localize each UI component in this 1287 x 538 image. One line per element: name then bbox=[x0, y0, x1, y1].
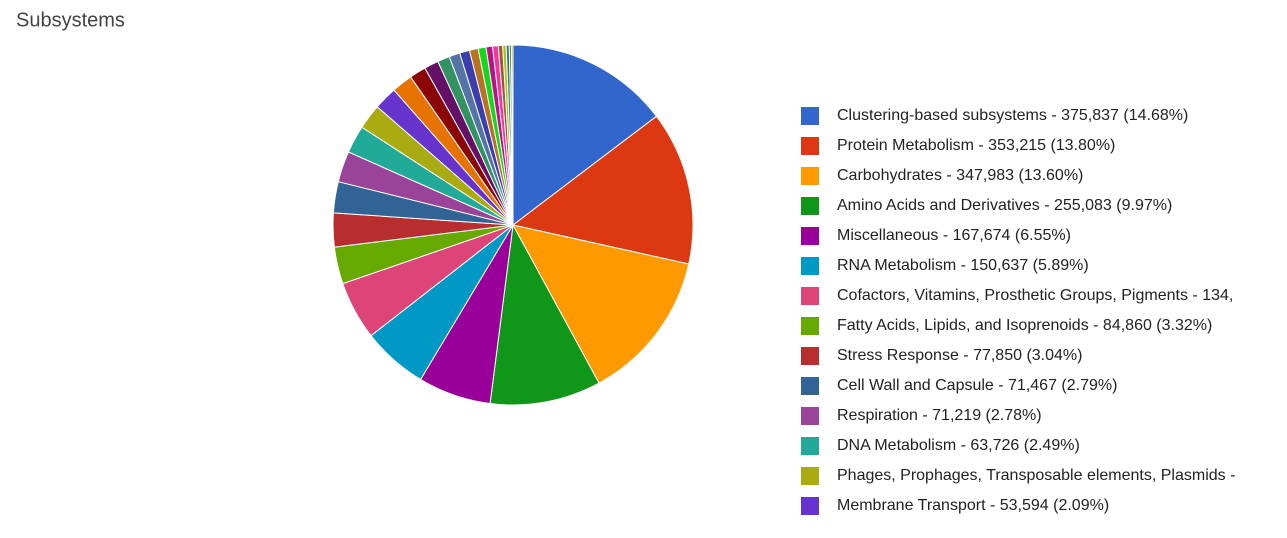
legend-separator: - bbox=[956, 437, 970, 454]
legend-label: Miscellaneous bbox=[837, 227, 938, 244]
legend-separator: - bbox=[994, 377, 1008, 394]
legend-separator: - bbox=[918, 407, 932, 424]
pie-slice bbox=[512, 44, 658, 227]
legend-value: 347,983 (13.60%) bbox=[956, 167, 1083, 184]
legend-label: Cell Wall and Capsule bbox=[837, 377, 994, 394]
legend-entry: Miscellaneous - 167,674 (6.55%) bbox=[837, 227, 1071, 244]
legend-separator: - bbox=[938, 227, 952, 244]
legend-separator: - bbox=[974, 137, 988, 154]
legend-entry: Clustering-based subsystems - 375,837 (1… bbox=[837, 107, 1188, 124]
legend-swatch bbox=[801, 167, 819, 185]
legend-swatch bbox=[801, 347, 819, 365]
legend-separator: - bbox=[986, 497, 1000, 514]
pie-slice bbox=[489, 223, 600, 406]
legend-entry: Fatty Acids, Lipids, and Isoprenoids - 8… bbox=[837, 317, 1212, 334]
legend-separator: - bbox=[1089, 317, 1103, 334]
legend-separator: - bbox=[1226, 467, 1236, 484]
legend-entry: Stress Response - 77,850 (3.04%) bbox=[837, 347, 1082, 364]
legend-entry: DNA Metabolism - 63,726 (2.49%) bbox=[837, 437, 1080, 454]
legend-swatch bbox=[801, 107, 819, 125]
legend-entry: Amino Acids and Derivatives - 255,083 (9… bbox=[837, 197, 1172, 214]
legend-entry: Cofactors, Vitamins, Prosthetic Groups, … bbox=[837, 287, 1233, 304]
legend-value: 167,674 (6.55%) bbox=[953, 227, 1071, 244]
legend-swatch bbox=[801, 377, 819, 395]
legend-entry: Phages, Prophages, Transposable elements… bbox=[837, 467, 1235, 484]
legend-label: Protein Metabolism bbox=[837, 137, 974, 154]
legend-value: 150,637 (5.89%) bbox=[970, 257, 1088, 274]
legend-separator: - bbox=[1188, 287, 1202, 304]
pie-slice bbox=[511, 115, 694, 265]
legend-swatch bbox=[801, 197, 819, 215]
legend-separator: - bbox=[942, 167, 956, 184]
legend-swatch bbox=[801, 467, 819, 485]
legend-separator: - bbox=[1047, 107, 1061, 124]
legend-label: Membrane Transport bbox=[837, 497, 986, 514]
legend-swatch bbox=[801, 257, 819, 275]
legend-swatch bbox=[801, 317, 819, 335]
legend-separator: - bbox=[959, 347, 973, 364]
legend-label: Carbohydrates bbox=[837, 167, 942, 184]
legend-value: 77,850 (3.04%) bbox=[973, 347, 1082, 364]
legend-swatch bbox=[801, 407, 819, 425]
legend-swatch bbox=[801, 287, 819, 305]
legend-value: 71,467 (2.79%) bbox=[1008, 377, 1117, 394]
legend-label: Stress Response bbox=[837, 347, 959, 364]
legend-swatch bbox=[801, 227, 819, 245]
legend-label: Clustering-based subsystems bbox=[837, 107, 1047, 124]
legend-value: 375,837 (14.68%) bbox=[1061, 107, 1188, 124]
legend-separator: - bbox=[1040, 197, 1054, 214]
legend-swatch bbox=[801, 137, 819, 155]
legend-value: 84,860 (3.32%) bbox=[1103, 317, 1212, 334]
legend-separator: - bbox=[956, 257, 970, 274]
legend-label: Fatty Acids, Lipids, and Isoprenoids bbox=[837, 317, 1089, 334]
legend-swatch bbox=[801, 437, 819, 455]
legend-label: DNA Metabolism bbox=[837, 437, 956, 454]
legend-entry: Respiration - 71,219 (2.78%) bbox=[837, 407, 1042, 424]
legend-value: 353,215 (13.80%) bbox=[988, 137, 1115, 154]
legend-entry: Carbohydrates - 347,983 (13.60%) bbox=[837, 167, 1083, 184]
legend-label: Respiration bbox=[837, 407, 918, 424]
legend-entry: Protein Metabolism - 353,215 (13.80%) bbox=[837, 137, 1115, 154]
chart-title: Subsystems bbox=[16, 9, 125, 31]
legend-entry: Cell Wall and Capsule - 71,467 (2.79%) bbox=[837, 377, 1117, 394]
pie-slice bbox=[510, 44, 514, 226]
legend-entry: RNA Metabolism - 150,637 (5.89%) bbox=[837, 257, 1089, 274]
legend-value: 255,083 (9.97%) bbox=[1054, 197, 1172, 214]
legend-entry: Membrane Transport - 53,594 (2.09%) bbox=[837, 497, 1109, 514]
legend-value: 63,726 (2.49%) bbox=[970, 437, 1079, 454]
legend-value: 53,594 (2.09%) bbox=[1000, 497, 1109, 514]
legend-value: 71,219 (2.78%) bbox=[932, 407, 1041, 424]
legend-value: 134, bbox=[1202, 287, 1233, 304]
legend-label: Amino Acids and Derivatives bbox=[837, 197, 1040, 214]
pie-slice bbox=[512, 224, 690, 384]
legend-label: Cofactors, Vitamins, Prosthetic Groups, … bbox=[837, 287, 1188, 304]
legend-swatch bbox=[801, 497, 819, 515]
legend-label: RNA Metabolism bbox=[837, 257, 956, 274]
legend-label: Phages, Prophages, Transposable elements… bbox=[837, 467, 1226, 484]
